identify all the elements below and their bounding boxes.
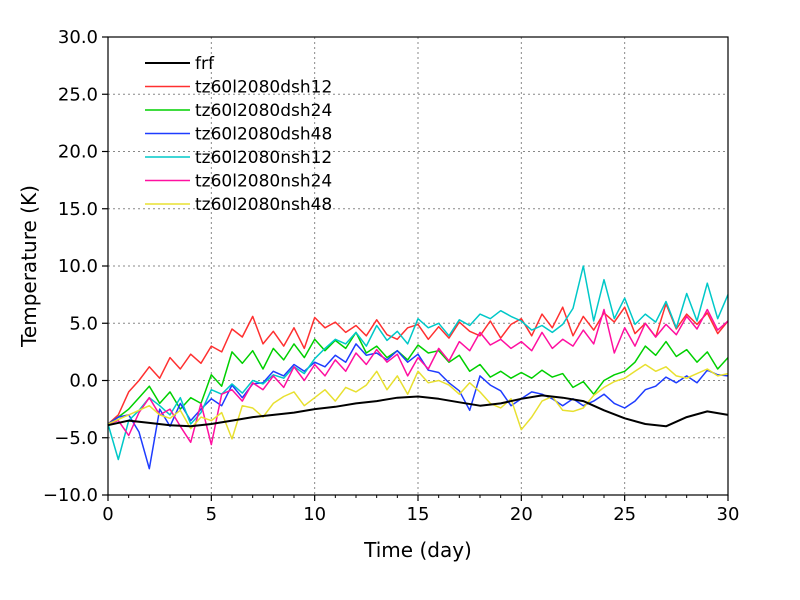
axis-ticks: 0 5 10 15 20 25 30 −10.0 −5.0 0.0 5.0 10.0 15.0 20.0 2… bbox=[43, 27, 740, 525]
series-layer bbox=[107, 265, 729, 470]
x-axis-label: Time (day) bbox=[363, 538, 472, 562]
series-line-tz60l2080dsh24 bbox=[107, 331, 729, 425]
legend: frf tz60l2080dsh12 tz60l2080dsh24 tz60l2080… bbox=[145, 54, 332, 215]
x-tick-label: 15 bbox=[407, 504, 430, 525]
series-line-tz60l2080dsh12 bbox=[107, 303, 729, 425]
x-tick-label: 10 bbox=[303, 504, 326, 525]
series-line-tz60l2080nsh12 bbox=[107, 265, 729, 461]
series-line-tz60l2080nsh24 bbox=[107, 308, 729, 446]
y-axis-label: Temperature (K) bbox=[17, 185, 41, 348]
y-tick-label: 25.0 bbox=[58, 84, 98, 105]
legend-label-tz60l2080dsh24: tz60l2080dsh24 bbox=[195, 101, 332, 121]
legend-label-frf: frf bbox=[195, 54, 215, 74]
legend-label-tz60l2080nsh48: tz60l2080nsh48 bbox=[195, 195, 332, 215]
legend-label-tz60l2080nsh12: tz60l2080nsh12 bbox=[195, 148, 332, 168]
legend-label-tz60l2080dsh12: tz60l2080dsh12 bbox=[195, 78, 332, 98]
y-tick-label: 20.0 bbox=[58, 142, 98, 163]
series-line-frf bbox=[107, 394, 729, 428]
series-line-tz60l2080nsh48 bbox=[107, 363, 729, 440]
y-tick-label: 0.0 bbox=[69, 371, 98, 392]
y-tick-label: 30.0 bbox=[58, 27, 98, 48]
x-tick-label: 5 bbox=[206, 504, 217, 525]
x-tick-label: 0 bbox=[102, 504, 113, 525]
y-tick-label: 10.0 bbox=[58, 256, 98, 277]
series-line-tz60l2080dsh48 bbox=[107, 343, 729, 470]
y-tick-label: −10.0 bbox=[43, 485, 98, 506]
y-tick-label: 15.0 bbox=[58, 199, 98, 220]
y-tick-label: −5.0 bbox=[54, 428, 98, 449]
y-tick-label: 5.0 bbox=[69, 313, 98, 334]
legend-label-tz60l2080dsh48: tz60l2080dsh48 bbox=[195, 125, 332, 145]
x-tick-label: 25 bbox=[613, 504, 636, 525]
legend-label-tz60l2080nsh24: tz60l2080nsh24 bbox=[195, 172, 332, 192]
x-tick-label: 20 bbox=[510, 504, 533, 525]
x-tick-label: 30 bbox=[717, 504, 740, 525]
